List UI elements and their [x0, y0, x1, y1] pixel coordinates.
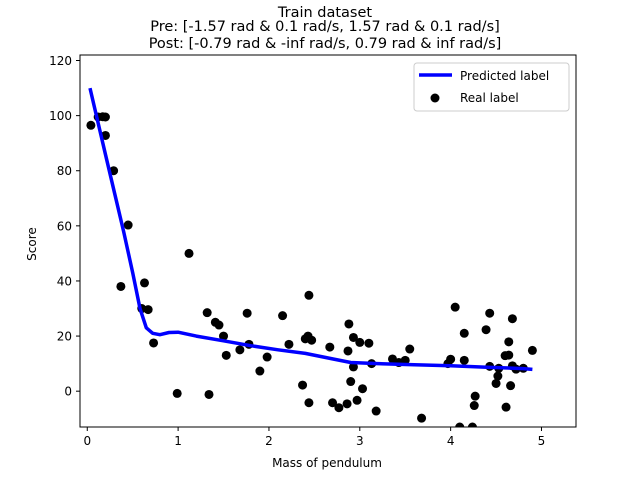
scatter-point [493, 371, 503, 381]
predicted-line [88, 87, 533, 372]
legend: Predicted label Real label [413, 62, 570, 112]
y-tick-label: 60 [57, 219, 72, 233]
scatter-point [459, 328, 469, 338]
y-tick-label: 80 [57, 164, 72, 178]
scatter-point [358, 384, 368, 394]
scatter-point [469, 401, 479, 411]
scatter-point [123, 220, 133, 230]
chart-title-line-3: Post: [-0.79 rad & -inf rad/s, 0.79 rad … [149, 36, 502, 52]
scatter-point [184, 248, 194, 258]
scatter-point [235, 345, 245, 355]
scatter-point [504, 337, 514, 347]
scatter-point [149, 338, 159, 348]
x-tick-label: 5 [538, 434, 546, 448]
scatter-point [491, 378, 501, 388]
chart-title-line-1: Train dataset [277, 5, 373, 21]
scatter-point [304, 398, 314, 408]
x-tick-label: 3 [356, 434, 364, 448]
scatter-point [116, 281, 126, 291]
scatter-point [328, 398, 338, 408]
x-tick-label: 1 [174, 434, 182, 448]
scatter-point [100, 112, 110, 122]
y-tick-label: 20 [57, 330, 72, 344]
axes-frame [79, 54, 577, 428]
scatter-point [304, 290, 314, 300]
x-tick-label: 0 [83, 434, 91, 448]
scatter-point [417, 413, 427, 423]
scatter-point [506, 381, 516, 391]
plot-area [86, 87, 537, 427]
scatter-point [343, 346, 353, 356]
scatter-point [348, 332, 358, 342]
scatter-point [446, 354, 456, 364]
scatter-point [455, 422, 465, 427]
legend-frame [413, 62, 570, 112]
scatter-point [255, 366, 265, 376]
scatter-point [400, 355, 410, 365]
scatter-point [352, 395, 362, 405]
scatter-point [219, 331, 229, 341]
scatter-point [371, 406, 381, 416]
scatter-point [334, 403, 344, 413]
scatter-point [214, 320, 224, 330]
scatter-point [527, 345, 537, 355]
legend-label-predicted: Predicted label [460, 69, 549, 83]
scatter-point [507, 314, 517, 324]
y-tick-label: 40 [57, 274, 72, 288]
scatter-point [342, 399, 352, 409]
scatter-point [143, 305, 153, 315]
scatter-point [242, 308, 252, 318]
scatter-point [459, 355, 469, 365]
scatter-point [504, 350, 514, 360]
y-axis-label: Score [25, 227, 39, 261]
scatter-point [364, 338, 374, 348]
scatter-point [325, 342, 335, 352]
y-tick-label: 120 [49, 54, 72, 68]
scatter-point [278, 311, 288, 321]
scatter-point [221, 350, 231, 360]
axes: 0 1 2 3 4 5 0 20 40 60 80 100 120 [49, 54, 577, 448]
scatter-point [86, 120, 96, 130]
legend-dot-swatch [430, 93, 440, 103]
scatter-point [481, 325, 491, 335]
scatter-point [405, 344, 415, 354]
scatter-point [501, 402, 511, 412]
scatter-point [139, 278, 149, 288]
scatter-point [355, 337, 365, 347]
scatter-point [485, 308, 495, 318]
scatter-point [307, 335, 317, 345]
scatter-point [346, 377, 356, 387]
scatter-point [470, 391, 480, 401]
scatter-point [262, 352, 272, 362]
y-tick-label: 100 [49, 109, 72, 123]
x-tick-label: 2 [265, 434, 273, 448]
legend-label-real: Real label [460, 91, 519, 105]
chart-title-line-2: Pre: [-1.57 rad & 0.1 rad/s, 1.57 rad & … [150, 19, 500, 35]
scatter-point [284, 339, 294, 349]
scatter-point [450, 302, 460, 312]
scatter-point [298, 380, 308, 390]
scatter-point [348, 362, 358, 372]
scatter-point [202, 308, 212, 318]
scatter-point [467, 422, 477, 427]
scatter-point [172, 388, 182, 398]
scatter-point [344, 319, 354, 329]
plot-content [86, 87, 537, 427]
x-axis-label: Mass of pendulum [272, 456, 382, 470]
y-tick-label: 0 [64, 385, 72, 399]
x-tick-label: 4 [447, 434, 455, 448]
scatter-point [204, 389, 214, 399]
